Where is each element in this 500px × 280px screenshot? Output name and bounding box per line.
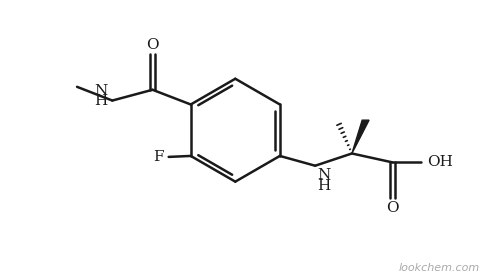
Text: F: F (154, 150, 164, 164)
Text: O: O (386, 200, 398, 214)
Text: H: H (94, 94, 108, 108)
Polygon shape (352, 120, 369, 153)
Text: N: N (318, 168, 331, 182)
Text: OH: OH (428, 155, 454, 169)
Text: lookchem.com: lookchem.com (399, 263, 480, 273)
Text: H: H (318, 179, 331, 193)
Text: O: O (146, 38, 159, 52)
Text: N: N (94, 84, 108, 98)
